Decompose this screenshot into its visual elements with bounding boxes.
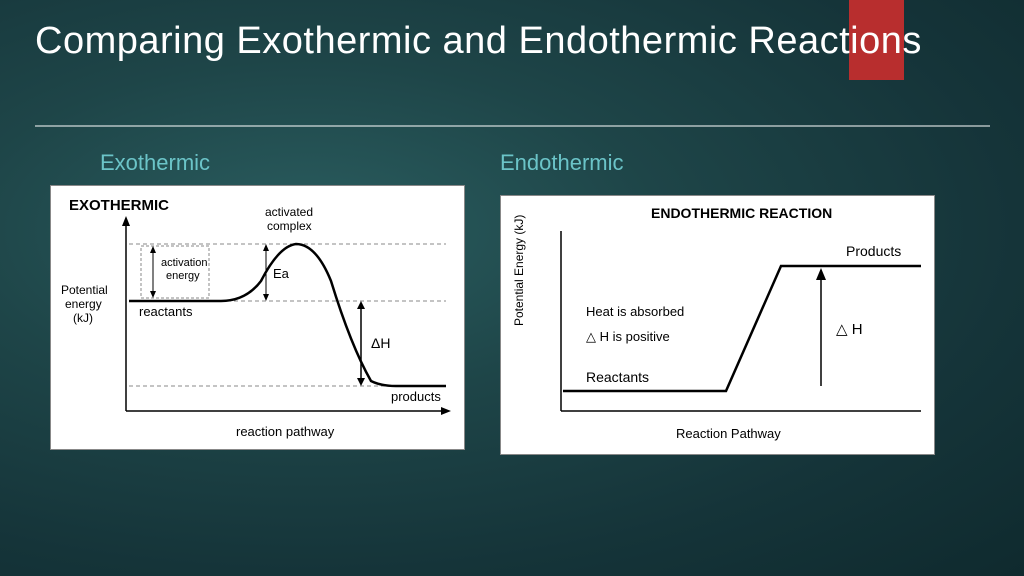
exothermic-label: Exothermic xyxy=(100,150,210,176)
exo-ylabel-2: energy xyxy=(65,297,102,311)
title-divider xyxy=(35,125,990,127)
exo-xlabel: reaction pathway xyxy=(236,424,335,439)
exo-activated-1: activated xyxy=(265,205,313,219)
exo-dH: ΔH xyxy=(371,335,390,351)
endo-dhpos: △ H is positive xyxy=(586,329,670,344)
endo-heat: Heat is absorbed xyxy=(586,304,684,319)
exo-Ea: Ea xyxy=(273,266,290,281)
endo-reactants: Reactants xyxy=(586,369,649,385)
endo-xlabel: Reaction Pathway xyxy=(676,426,781,441)
endothermic-diagram: ENDOTHERMIC REACTION Potential Energy (k… xyxy=(500,195,935,455)
exo-products: products xyxy=(391,389,441,404)
slide-title: Comparing Exothermic and Endothermic Rea… xyxy=(35,20,922,64)
exo-ylabel-3: (kJ) xyxy=(73,311,93,325)
exo-reactants: reactants xyxy=(139,304,193,319)
endothermic-label: Endothermic xyxy=(500,150,624,176)
exo-activated-2: complex xyxy=(267,219,312,233)
exo-title: EXOTHERMIC xyxy=(69,197,169,214)
endo-title: ENDOTHERMIC REACTION xyxy=(651,205,832,221)
endo-ylabel: Potential Energy (kJ) xyxy=(512,215,526,326)
endo-products: Products xyxy=(846,243,901,259)
exo-ylabel-1: Potential xyxy=(61,283,108,297)
exo-activation-2: energy xyxy=(166,270,200,282)
endo-dH: △ H xyxy=(836,321,863,338)
exothermic-diagram: EXOTHERMIC Potential energy (kJ) reactio… xyxy=(50,185,465,450)
exo-activation-1: activation xyxy=(161,257,207,269)
